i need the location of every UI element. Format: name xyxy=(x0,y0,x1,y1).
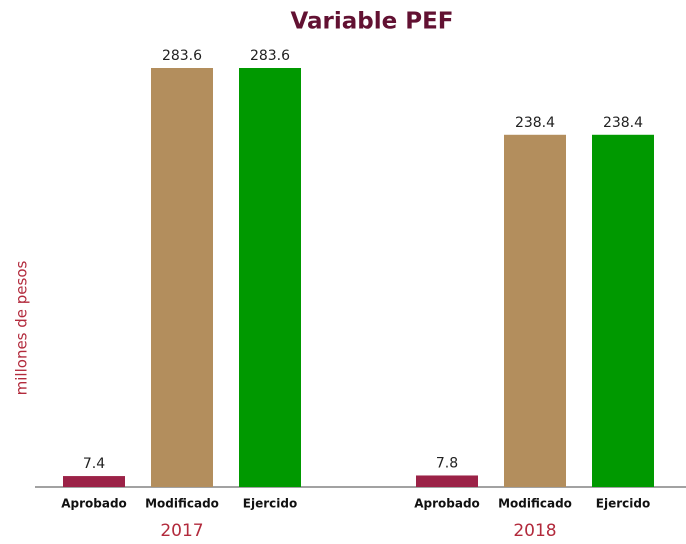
bar xyxy=(416,475,478,487)
series-label: Ejercido xyxy=(596,497,650,511)
value-label: 7.4 xyxy=(83,456,105,472)
bar xyxy=(151,68,213,487)
series-label: Ejercido xyxy=(243,497,297,511)
chart-title: Variable PEF xyxy=(290,9,453,35)
bar xyxy=(239,68,301,487)
series-label: Aprobado xyxy=(61,497,127,511)
series-label: Aprobado xyxy=(414,497,480,511)
x-tick-label: 2018 xyxy=(513,521,556,541)
value-label: 283.6 xyxy=(250,48,290,64)
value-label: 7.8 xyxy=(436,455,458,471)
y-axis-label: millones de pesos xyxy=(13,260,31,395)
bar xyxy=(63,476,125,487)
bar xyxy=(592,134,654,487)
bar xyxy=(504,134,566,487)
series-label: Modificado xyxy=(145,497,219,511)
value-label: 238.4 xyxy=(603,115,643,131)
value-label: 283.6 xyxy=(162,48,202,64)
value-label: 238.4 xyxy=(515,115,555,131)
x-tick-label: 2017 xyxy=(160,521,203,541)
series-label: Modificado xyxy=(498,497,572,511)
